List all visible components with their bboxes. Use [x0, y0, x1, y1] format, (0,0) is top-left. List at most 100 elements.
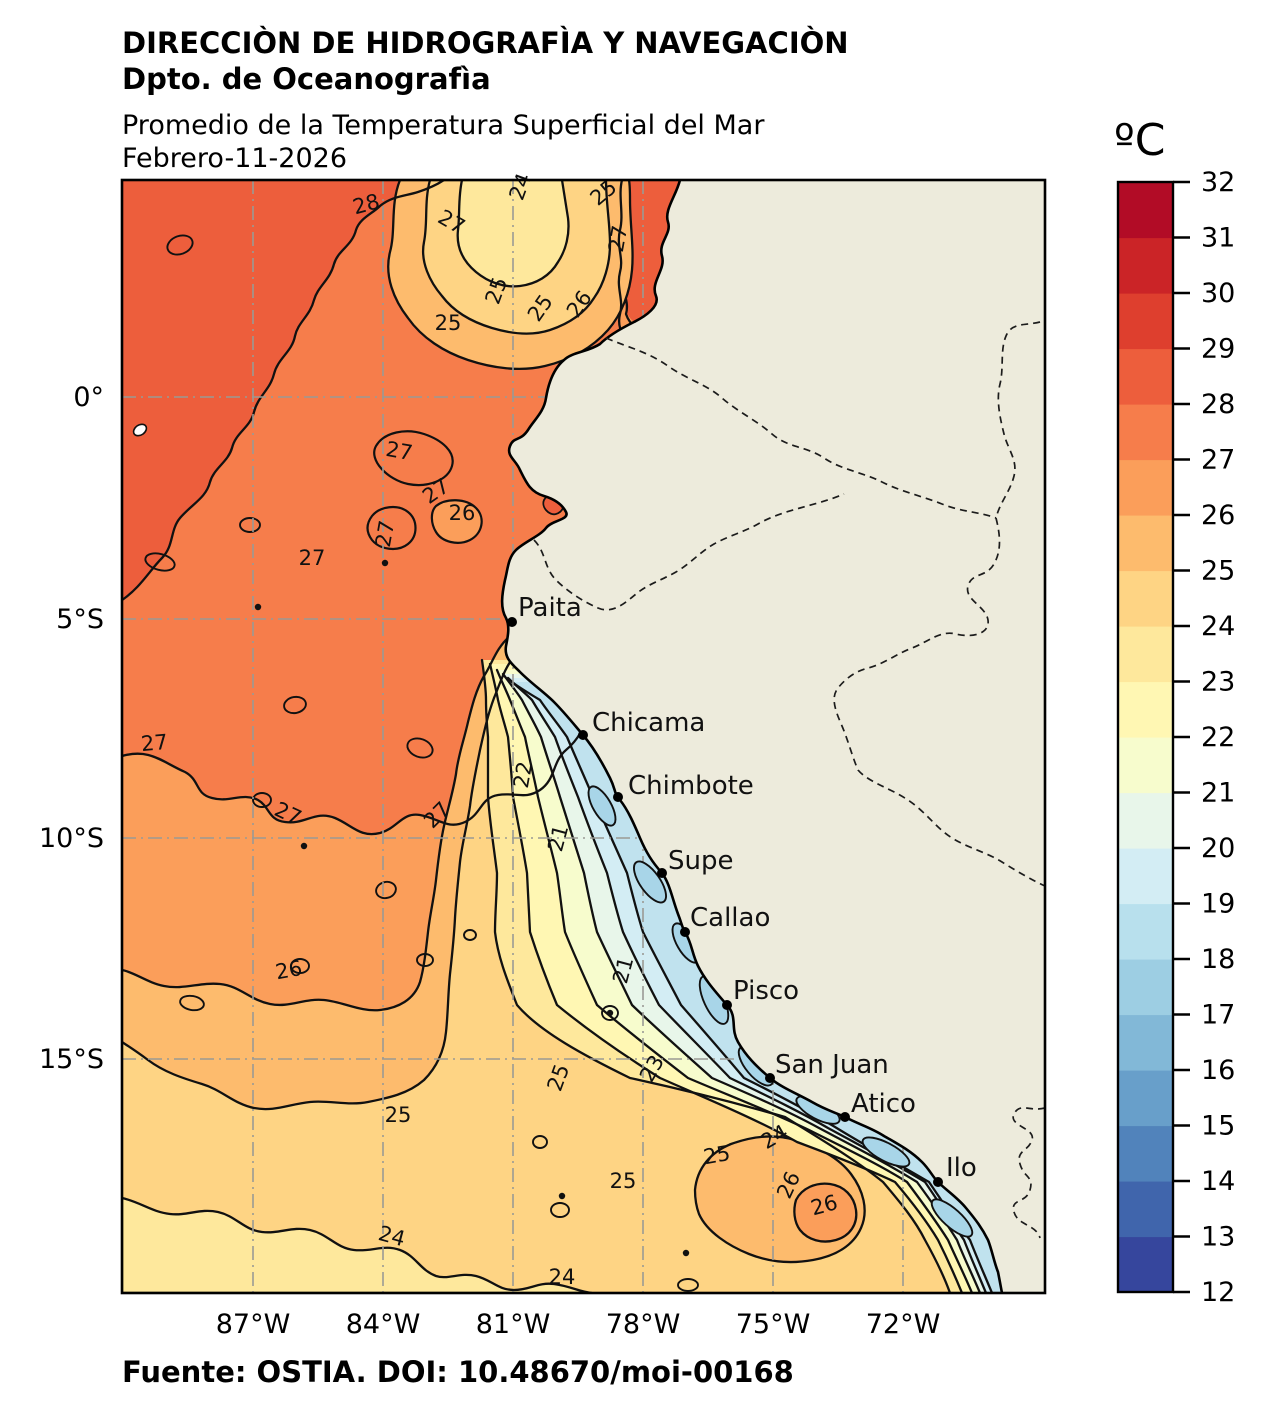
contour-dot [558, 1192, 566, 1200]
contour-dot [381, 559, 389, 567]
city-dot [613, 792, 623, 802]
city-label: Chicama [592, 708, 705, 738]
colorbar-band [1118, 293, 1173, 350]
city-dot [933, 1177, 943, 1187]
isotherm-label: 22 [509, 760, 537, 790]
city-label: Atico [851, 1089, 916, 1119]
x-axis-tick-label: 87°W [216, 1309, 291, 1340]
colorbar-band [1118, 459, 1173, 516]
coastline [500, 180, 1004, 1293]
city-dot [722, 1000, 732, 1010]
city-label: Paita [518, 593, 582, 623]
colorbar-tick-label: 15 [1201, 1111, 1235, 1142]
colorbar-band [1118, 737, 1173, 794]
isotherm-label: 25 [435, 311, 462, 335]
cold-patch [587, 785, 617, 827]
colorbar-band [1118, 1181, 1173, 1238]
contour-dot [300, 842, 308, 850]
isotherm-label: 25 [702, 1141, 732, 1169]
x-axis-tick-label: 84°W [346, 1309, 421, 1340]
colorbar-tick-label: 16 [1201, 1055, 1235, 1086]
city-dot [507, 617, 517, 627]
colorbar-band [1118, 848, 1173, 905]
x-axis-tick-label: 81°W [476, 1309, 551, 1340]
colorbar-tick-label: 24 [1201, 611, 1235, 642]
isotherm-label: 27 [140, 730, 169, 756]
axis-tick-labels: 87°W 84°W 81°W 78°W 75°W 72°W 0° 5°S 10°S 15°S [39, 382, 940, 1340]
colorbar-tick-label: 13 [1201, 1222, 1235, 1253]
colorbar-tick-label: 19 [1201, 889, 1235, 920]
colorbar-tick-label: 31 [1201, 223, 1235, 254]
y-axis-tick-label: 0° [73, 382, 104, 413]
colorbar-tick-label: 25 [1201, 556, 1235, 587]
x-axis-tick-label: 78°W [606, 1309, 681, 1340]
page-title: DIRECCIÒN DE HIDROGRAFÌA Y NAVEGACIÒN [122, 26, 849, 60]
isotherm-label: 24 [549, 1265, 576, 1289]
city-label: Chimbote [628, 771, 754, 801]
colorbar-title: ºC [1114, 115, 1165, 166]
colorbar-band [1118, 626, 1173, 683]
isotherm-label: 25 [385, 1103, 412, 1127]
y-axis-tick-label: 5°S [56, 604, 104, 635]
colorbar-band [1118, 792, 1173, 849]
colorbar-tick-label: 27 [1201, 445, 1235, 476]
colorbar-band [1118, 237, 1173, 294]
colorbar-tick-label: 23 [1201, 667, 1235, 698]
colorbar: 12 13 14 15 16 17 18 19 20 21 22 23 24 25 26 27 28 29 30 31… [1114, 115, 1235, 1308]
y-axis-tick-label: 10°S [39, 823, 104, 854]
city-label: Pisco [733, 976, 799, 1006]
contour-dot [606, 1009, 614, 1017]
colorbar-band [1118, 404, 1173, 461]
colorbar-band [1118, 570, 1173, 627]
colorbar-tick-label: 26 [1201, 500, 1235, 531]
colorbar-tick-label: 29 [1201, 334, 1235, 365]
colorbar-tick-label: 20 [1201, 833, 1235, 864]
country-borders [533, 321, 1045, 1239]
colorbar-band [1118, 959, 1173, 1016]
contour-dot [254, 603, 262, 611]
city-markers: Paita Chicama Chimbote Supe Callao Pisco San J… [507, 593, 977, 1187]
city-dot [765, 1073, 775, 1083]
isotherm-label: 27 [371, 519, 399, 549]
map-title: Promedio de la Temperatura Superficial d… [122, 110, 765, 141]
city-label: Callao [690, 903, 770, 933]
city-dot [578, 730, 588, 740]
city-dot [657, 868, 667, 878]
colorbar-tick-label: 21 [1201, 778, 1235, 809]
isotherm-label: 27 [384, 437, 414, 465]
colorbar-tick-label: 22 [1201, 722, 1235, 753]
city-label: Ilo [946, 1153, 977, 1183]
cold-patch [633, 860, 667, 904]
x-axis-tick-label: 75°W [736, 1309, 811, 1340]
colorbar-tick-label: 12 [1201, 1277, 1235, 1308]
contour-dot [682, 1249, 690, 1257]
map-frame [120, 178, 1047, 1295]
colorbar-band [1118, 1070, 1173, 1127]
colorbar-band [1118, 681, 1173, 738]
city-label: Supe [668, 846, 733, 876]
colorbar-tick-label: 30 [1201, 278, 1235, 309]
colorbar-tick-label: 18 [1201, 944, 1235, 975]
colorbar-band [1118, 1236, 1173, 1293]
cold-patch [930, 1198, 974, 1238]
map-date: Febrero-11-2026 [122, 143, 348, 174]
source-citation: Fuente: OSTIA. DOI: 10.48670/moi-00168 [122, 1355, 794, 1389]
colorbar-band [1118, 348, 1173, 405]
isotherm-label: 26 [449, 501, 476, 525]
isotherm-label: 27 [604, 224, 632, 254]
contour-point-dots [254, 559, 690, 1257]
page-subtitle-dept: Dpto. de Oceanografìa [122, 62, 491, 96]
colorbar-tick-label: 32 [1201, 167, 1235, 198]
isotherm-label: 26 [274, 956, 304, 984]
colorbar-band [1118, 903, 1173, 960]
colorbar-tick-label: 14 [1201, 1166, 1235, 1197]
city-dot [840, 1112, 850, 1122]
isotherm-label: 25 [610, 1169, 637, 1193]
city-dot [680, 927, 690, 937]
coastal-upwelling-patches [587, 785, 974, 1238]
colorbar-band [1118, 182, 1173, 239]
colorbar-tick-label: 17 [1201, 1000, 1235, 1031]
colorbar-band [1118, 1125, 1173, 1182]
cold-patch [861, 1136, 911, 1168]
